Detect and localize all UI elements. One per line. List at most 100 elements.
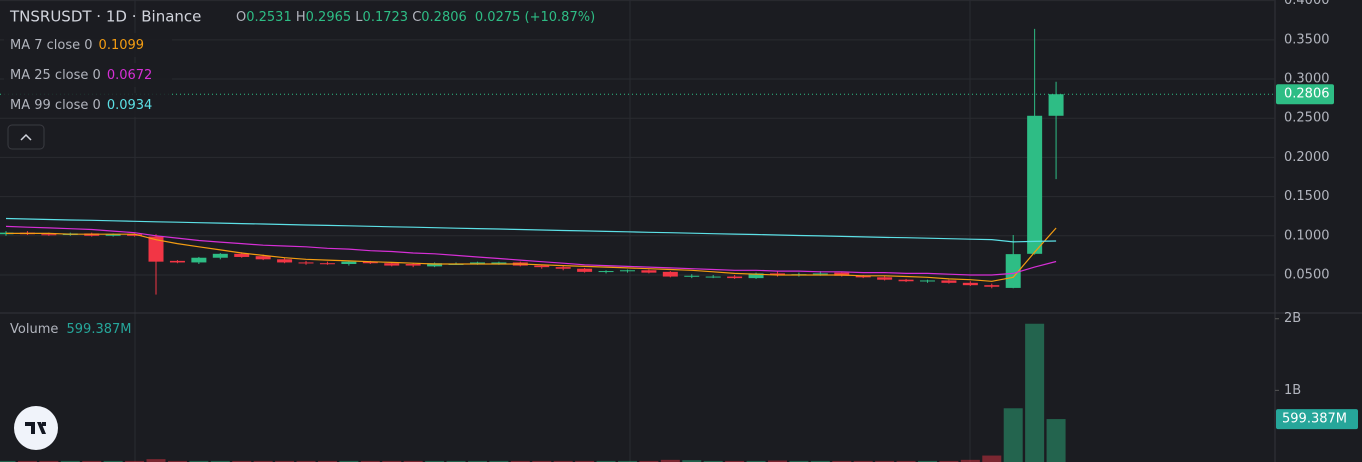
volume-value: 599.387M — [67, 322, 132, 337]
volume-bar — [767, 460, 787, 462]
y-tick-label: 0.3500 — [1284, 32, 1330, 47]
candle-body — [169, 260, 185, 263]
candle-body — [212, 253, 228, 258]
y-tick-label: 0.0500 — [1284, 267, 1330, 282]
volume-bar — [660, 459, 680, 462]
chart-title: TNSRUSDT · 1D · Binance — [9, 8, 201, 26]
y-tick-label: 0.1000 — [1284, 228, 1330, 243]
volume-bar — [960, 459, 980, 462]
volume-bar — [810, 460, 830, 462]
volume-legend: Volume 599.387M — [10, 322, 131, 337]
volume-bar — [0, 460, 16, 462]
legend-bg — [4, 63, 172, 87]
volume-bar — [232, 460, 252, 462]
high-value: 0.2965 — [306, 10, 352, 25]
candle-body — [577, 268, 593, 272]
legend-value: 0.1099 — [99, 38, 145, 53]
marks — [0, 0, 1279, 462]
candle-body — [127, 234, 143, 236]
volume-bar — [875, 460, 895, 462]
volume-bar — [103, 460, 123, 462]
legend-value: 0.0672 — [107, 68, 153, 83]
volume-tick-label: 2B — [1284, 311, 1301, 326]
candle-body — [727, 276, 743, 279]
volume-bar — [939, 460, 959, 462]
volume-bar — [639, 460, 659, 462]
volume-bar — [703, 460, 723, 462]
collapse-button[interactable] — [7, 124, 45, 150]
candle-body — [1027, 115, 1043, 254]
volume-bar — [510, 460, 530, 462]
volume-bar — [596, 460, 616, 462]
candle-body — [941, 280, 957, 283]
volume-bar — [575, 460, 595, 462]
candle-body — [662, 271, 678, 277]
y-tick-label: 0.2000 — [1284, 150, 1330, 165]
volume-bar — [82, 460, 102, 462]
candle-body — [748, 273, 764, 279]
ohlc-header: O0.2531 H0.2965 L0.1723 C0.2806 0.0275 (… — [236, 10, 595, 25]
y-tick-label: 0.2500 — [1284, 111, 1330, 126]
y-tick-label: 0.1500 — [1284, 189, 1330, 204]
volume-bar — [617, 460, 637, 462]
volume-bar — [403, 460, 423, 462]
legend-name: MA 25 close 0 — [10, 68, 101, 83]
volume-bar — [39, 460, 59, 462]
y-tick-label: 0.4000 — [1284, 0, 1330, 8]
candle-body — [641, 270, 657, 273]
volume-bar — [210, 460, 230, 462]
legend-entry: MA 99 close 0 0.0934 — [10, 98, 152, 113]
last-price-label: 0.2806 — [1284, 87, 1330, 102]
candle-body — [919, 280, 935, 282]
candle-body — [148, 236, 164, 262]
candle-body — [41, 234, 57, 236]
volume-bar — [360, 460, 380, 462]
prefix: H — [296, 10, 306, 25]
candle-body — [469, 262, 485, 265]
ma-line — [6, 227, 1057, 282]
candle-body — [705, 276, 721, 278]
volume-badge — [1276, 409, 1358, 430]
candle-body — [319, 263, 335, 265]
candle-body — [1005, 254, 1021, 288]
candle-body — [812, 273, 828, 275]
candle-body — [341, 261, 357, 265]
volume-bar — [1046, 419, 1066, 462]
volume-bar — [1003, 408, 1023, 462]
volume-badge-label: 599.387M — [1282, 412, 1347, 427]
legend-entry: MA 25 close 0 0.0672 — [10, 68, 152, 83]
legend-value: 0.0934 — [107, 98, 153, 113]
overlay: TNSRUSDT · 1D · Binance O0.2531 H0.2965 … — [4, 0, 1358, 450]
volume-bar — [317, 460, 337, 462]
candle-body — [191, 257, 207, 263]
candle-body — [255, 256, 271, 260]
volume-bar — [446, 460, 466, 462]
prefix: O — [236, 10, 246, 25]
candle-body — [877, 277, 893, 280]
volume-bar — [832, 460, 852, 462]
candle-body — [619, 270, 635, 272]
candle-body — [834, 272, 850, 276]
volume-tick-label: 1B — [1284, 383, 1301, 398]
legend-bg — [4, 33, 172, 57]
change-percent: (+10.87%) — [525, 10, 596, 25]
volume-bar — [17, 460, 37, 462]
candle-body — [555, 267, 571, 269]
candle-body — [427, 263, 443, 267]
ma-line — [5, 225, 1057, 276]
candle-body — [234, 253, 250, 257]
candle-body — [598, 271, 614, 273]
volume-bar — [532, 460, 552, 462]
candle-body — [962, 282, 978, 286]
prefix: L — [355, 10, 363, 25]
legend-name: MA 99 close 0 — [10, 98, 101, 113]
candle-body — [769, 273, 785, 275]
volume-name: Volume — [10, 322, 58, 337]
prefix: C — [412, 10, 421, 25]
volume-bar — [146, 459, 166, 462]
volume-bar — [682, 460, 702, 462]
open-value: 0.2531 — [246, 10, 292, 25]
candle-body — [105, 234, 121, 236]
